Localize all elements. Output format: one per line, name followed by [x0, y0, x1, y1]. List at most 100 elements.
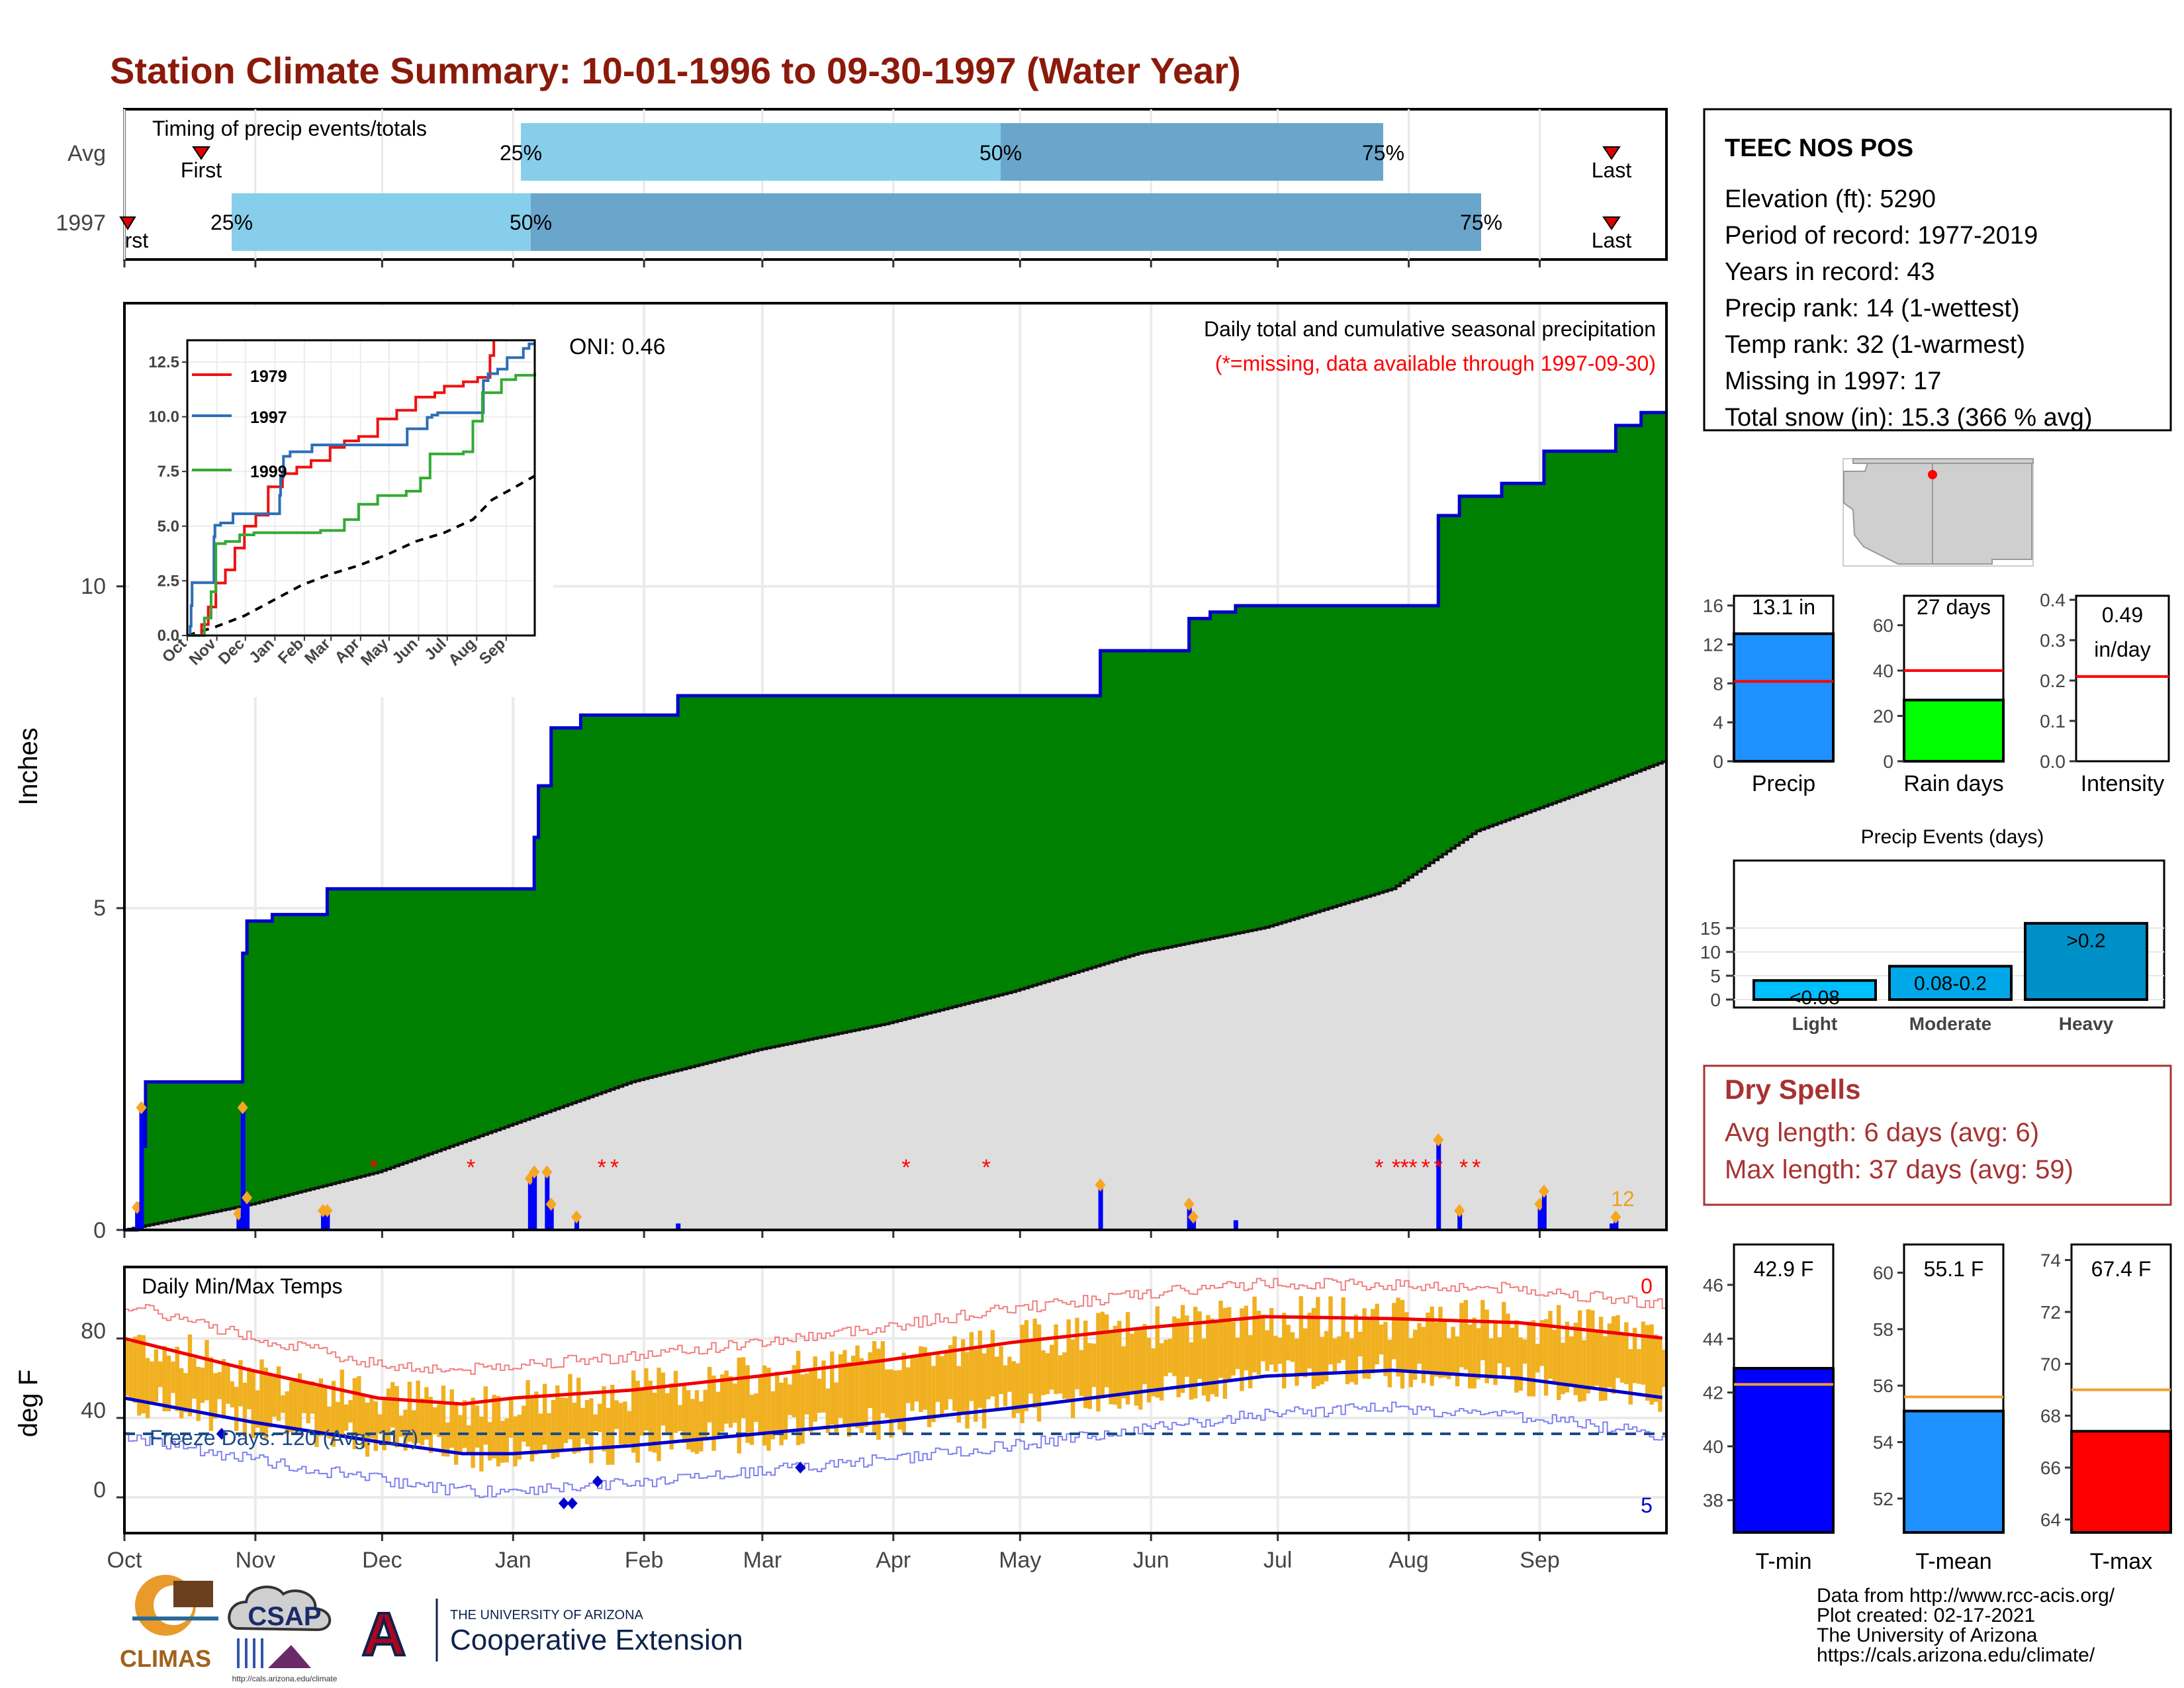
daily-temp-bar [1383, 1321, 1388, 1376]
events-y-label: 0 [1710, 990, 1721, 1010]
daily-temp-bar [1328, 1296, 1333, 1365]
summary-axis-label: 0.3 [2040, 630, 2066, 651]
daily-temp-bar [584, 1399, 590, 1444]
daily-temp-bar [1273, 1335, 1278, 1372]
daily-temp-bar [208, 1357, 214, 1431]
daily-temp-bar [441, 1385, 446, 1456]
daily-temp-bar [618, 1403, 623, 1444]
daily-temp-bar [1189, 1342, 1194, 1400]
dry-spells-max: Max length: 37 days (avg: 59) [1725, 1155, 2073, 1184]
daily-temp-bar [1231, 1321, 1236, 1376]
daily-temp-bar [276, 1366, 281, 1421]
daily-temp-bar [813, 1356, 817, 1422]
summary-axis-label: 38 [1703, 1490, 1723, 1511]
daily-temp-bar [407, 1382, 412, 1442]
missing-day-marker: * [467, 1155, 475, 1180]
daily-temp-bar [1109, 1331, 1113, 1405]
daily-temp-bar [838, 1354, 843, 1418]
precip-summary-bar: 13.1 in Precip 0 4 8 12 16 [1703, 594, 1835, 796]
snow-marker [1610, 1210, 1621, 1224]
daily-temp-bar [1392, 1303, 1396, 1360]
daily-temp-bar [268, 1375, 273, 1428]
dry-spells-box: Dry Spells Avg length: 6 days (avg: 6) M… [1703, 1064, 2172, 1206]
daily-temp-bar [1113, 1325, 1118, 1405]
daily-temp-bar [542, 1383, 547, 1445]
daily-temp-bar [179, 1368, 184, 1419]
month-label: Aug [1388, 1548, 1429, 1573]
daily-temp-bar [1045, 1353, 1050, 1395]
daily-temp-bar [467, 1425, 471, 1454]
summary-axis-label: 44 [1703, 1329, 1723, 1349]
daily-temp-bar [183, 1373, 188, 1413]
daily-temp-bar [1303, 1328, 1308, 1378]
month-label: Sep [1520, 1548, 1560, 1573]
snow-marker [571, 1210, 582, 1224]
daily-temp-bar [1349, 1338, 1354, 1382]
missing-day-marker: * [1422, 1155, 1430, 1180]
daily-temp-bar [1282, 1313, 1287, 1389]
footer-data-source: Data from http://www.rcc-acis.org/ [1817, 1585, 2115, 1607]
daily-temp-bar [1417, 1323, 1422, 1364]
daily-temp-bar [669, 1383, 674, 1450]
daily-temp-bar [1573, 1323, 1578, 1395]
daily-temp-bar [1594, 1331, 1599, 1386]
rain-days-axis-label: Rain days [1903, 771, 2003, 796]
inset-series-1997 [187, 342, 535, 637]
daily-temp-bar [974, 1349, 978, 1422]
daily-precip-bar [139, 1107, 144, 1230]
month-label: Mar [743, 1548, 782, 1573]
station-snow: Total snow (in): 15.3 (366 % avg) [1725, 404, 2093, 432]
map-state-utah-colorado [1852, 458, 2034, 464]
daily-temp-bar [1400, 1299, 1405, 1389]
daily-temp-bar [1142, 1324, 1147, 1384]
daily-temp-bar [453, 1405, 459, 1465]
missing-day-marker: * [598, 1155, 606, 1180]
daily-temp-bar [150, 1361, 154, 1405]
daily-temp-bar [462, 1400, 467, 1448]
daily-temp-bar [1214, 1322, 1219, 1397]
daily-temp-bar [1075, 1317, 1079, 1389]
daily-temp-bar [1531, 1320, 1536, 1397]
daily-temp-bar [1024, 1320, 1029, 1411]
daily-temp-bar [960, 1339, 966, 1414]
daily-temp-bar [749, 1395, 754, 1445]
daily-precip-bar [1541, 1191, 1547, 1230]
daily-temp-bar [880, 1341, 886, 1413]
daily-temp-bar [762, 1365, 767, 1446]
daily-temp-bar [1087, 1342, 1092, 1409]
events-y-label: 15 [1700, 918, 1721, 939]
daily-temp-bar [864, 1363, 868, 1427]
ua-cooperative-extension: Cooperative Extension [450, 1624, 743, 1656]
daily-precip-bar [1537, 1204, 1543, 1230]
daily-temp-bar [885, 1369, 889, 1418]
climas-wordmark: CLIMAS [120, 1645, 211, 1672]
daily-temp-bar [766, 1368, 771, 1451]
daily-temp-bar [471, 1397, 475, 1468]
daily-temp-bar [678, 1405, 682, 1431]
events-bar-light [1752, 979, 1877, 1001]
daily-temp-bar [1467, 1325, 1473, 1389]
daily-temp-bar [589, 1398, 594, 1464]
daily-temp-bar [792, 1365, 797, 1418]
daily-temp-bar [1146, 1337, 1152, 1403]
daily-temp-bar [428, 1397, 433, 1454]
daily-precip-bar [1436, 1139, 1441, 1230]
temp-ylabel: deg F [14, 1370, 43, 1437]
record-lows-count: 5 [1641, 1493, 1653, 1517]
events-bar-moderate [1888, 964, 2013, 1001]
daily-temp-bar [175, 1346, 180, 1411]
daily-temp-bar [343, 1404, 349, 1431]
summary-axis-label: 68 [2040, 1406, 2061, 1427]
daily-temp-bar [1371, 1309, 1375, 1374]
daily-temp-bar [1375, 1303, 1379, 1365]
daily-temp-bar [1290, 1332, 1295, 1362]
daily-temp-bar [424, 1387, 429, 1440]
daily-temp-bar [1641, 1321, 1646, 1385]
daily-temp-bar [247, 1367, 251, 1409]
daily-temp-bar [1295, 1338, 1299, 1386]
daily-temp-bar [610, 1384, 615, 1465]
record-low-marker [795, 1462, 806, 1474]
daily-temp-bar [1235, 1337, 1240, 1370]
daily-temp-bar [635, 1380, 640, 1463]
daily-temp-bar [1459, 1303, 1464, 1368]
